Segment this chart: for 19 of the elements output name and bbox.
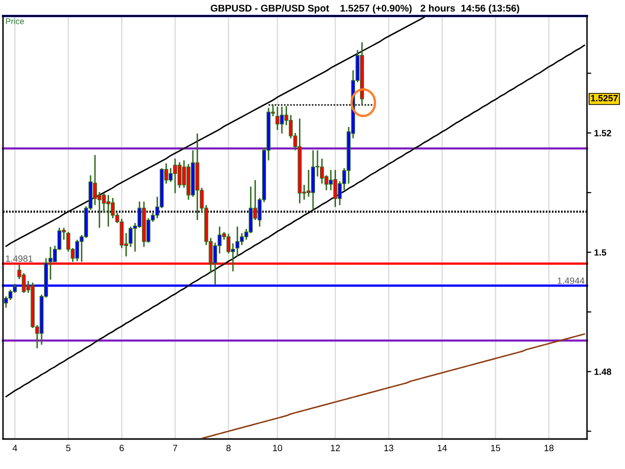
y-tick-label: 1.52 — [594, 130, 612, 136]
x-tick-label: 7 — [173, 444, 178, 452]
x-tick-label: 10 — [273, 444, 282, 452]
x-tick-label: 6 — [120, 444, 124, 452]
ref-line-label: 1.4981 — [6, 255, 33, 262]
chart-title: GBPUSD - GBP/USD Spot 1.5257 (+0.90%) 2 hours 14:56 (13:56) — [210, 4, 520, 14]
y-axis-title: Price — [6, 18, 24, 24]
x-tick-label: 8 — [226, 444, 231, 452]
x-tick-label: 12 — [330, 444, 340, 452]
y-tick-label: 1.5 — [594, 249, 606, 256]
x-tick-label: 14 — [438, 444, 447, 452]
x-tick-label: 5 — [66, 444, 70, 452]
x-tick-label: 4 — [12, 444, 18, 452]
ref-line-label: 1.4944 — [558, 277, 584, 284]
annotation: 1.5257 — [591, 94, 618, 102]
x-tick-label: 18 — [544, 444, 554, 452]
y-tick-label: 1.48 — [594, 368, 612, 375]
x-tick-label: 13 — [384, 444, 394, 452]
x-tick-label: 15 — [491, 444, 500, 452]
